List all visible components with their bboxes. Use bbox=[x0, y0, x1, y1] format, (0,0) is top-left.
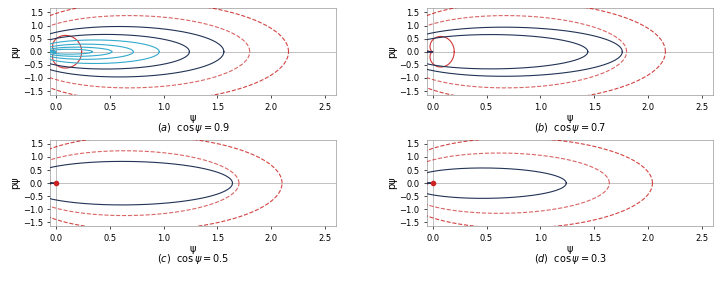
Y-axis label: pψ: pψ bbox=[10, 177, 20, 190]
Y-axis label: pψ: pψ bbox=[387, 177, 397, 190]
Y-axis label: pψ: pψ bbox=[387, 45, 397, 58]
X-axis label: ψ: ψ bbox=[190, 245, 197, 254]
X-axis label: ψ: ψ bbox=[567, 113, 573, 123]
Text: $(b)$  $\cos\psi = 0.7$: $(b)$ $\cos\psi = 0.7$ bbox=[534, 121, 606, 135]
Text: $(c)$  $\cos\psi = 0.5$: $(c)$ $\cos\psi = 0.5$ bbox=[157, 252, 229, 266]
X-axis label: ψ: ψ bbox=[567, 245, 573, 254]
Text: $(a)$  $\cos\psi = 0.9$: $(a)$ $\cos\psi = 0.9$ bbox=[157, 121, 230, 135]
Y-axis label: pψ: pψ bbox=[10, 45, 20, 58]
X-axis label: ψ: ψ bbox=[190, 113, 197, 123]
Text: $(d)$  $\cos\psi = 0.3$: $(d)$ $\cos\psi = 0.3$ bbox=[534, 252, 606, 266]
